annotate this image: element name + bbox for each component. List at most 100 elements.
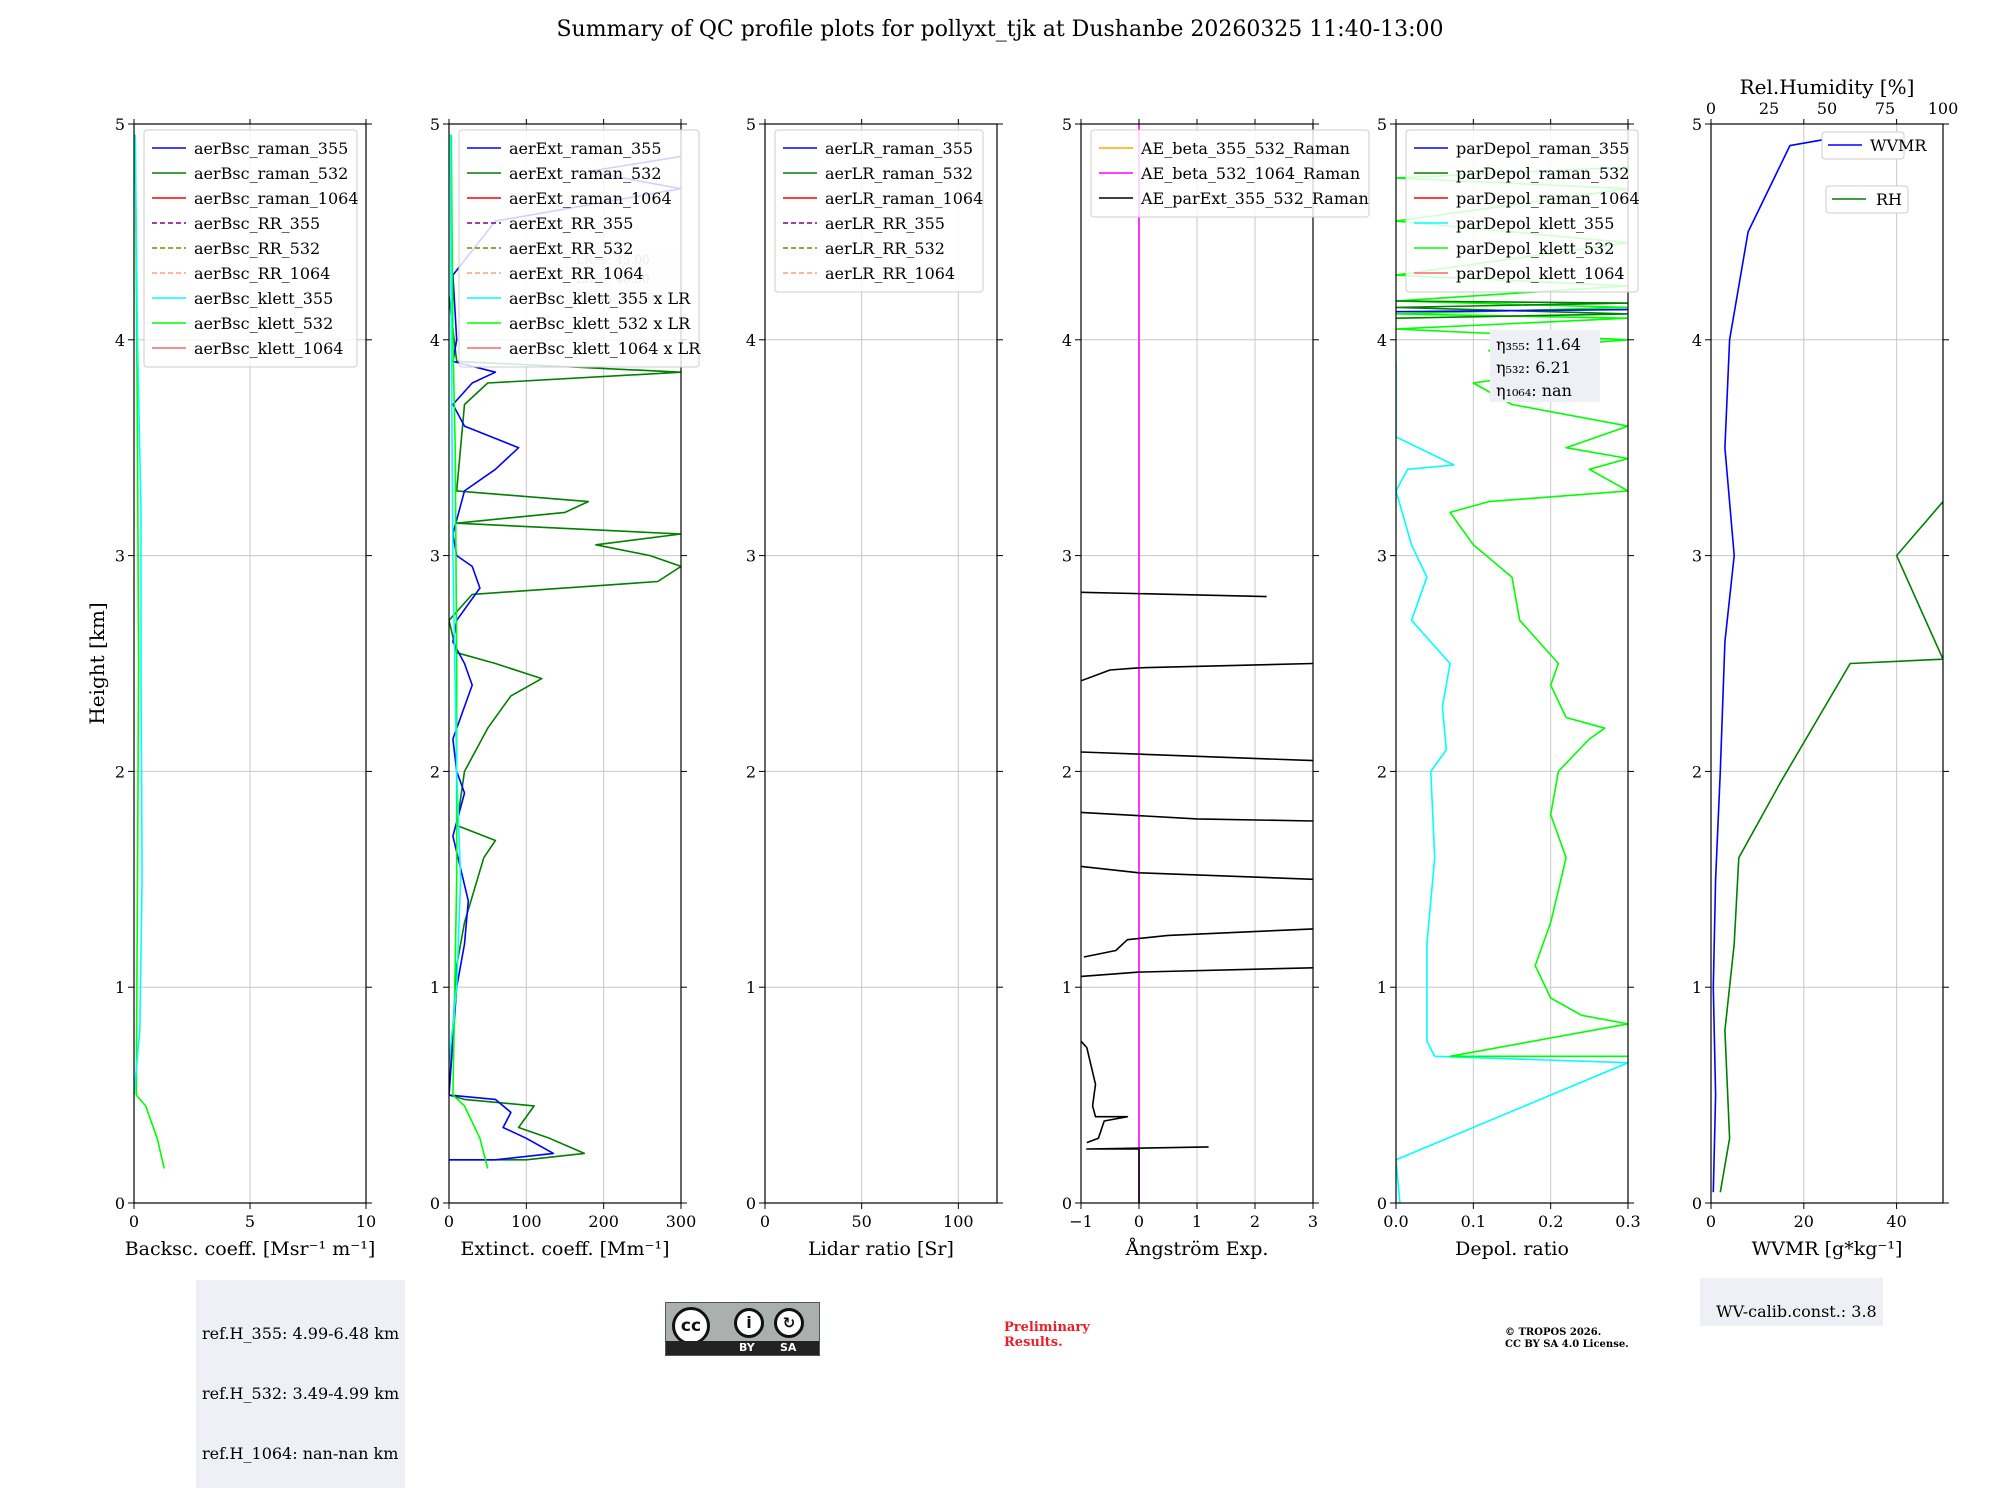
top-x-tick-label: 25 bbox=[1759, 99, 1779, 118]
preliminary-line-1: Preliminary bbox=[1004, 1320, 1090, 1335]
x-tick-label: 0 bbox=[129, 1212, 139, 1231]
ref-height-532: ref.H_532: 3.49-4.99 km bbox=[202, 1384, 400, 1403]
x-tick-label: 0.2 bbox=[1538, 1212, 1563, 1231]
series-group bbox=[449, 134, 681, 1169]
cc-by-label: BY bbox=[739, 1341, 755, 1354]
legend-label: AE_beta_355_532_Raman bbox=[1140, 139, 1350, 158]
x-axis-label: Backsc. coeff. [Msr⁻¹ m⁻¹] bbox=[125, 1238, 376, 1260]
ref-height-1064: ref.H_1064: nan-nan km bbox=[202, 1444, 399, 1463]
y-axis-label: Height [km] bbox=[85, 602, 109, 724]
legend-box bbox=[1405, 129, 1639, 293]
series-group bbox=[1396, 166, 1628, 1203]
legend-label: parDepol_klett_532 bbox=[1456, 239, 1614, 258]
x-tick-label: 40 bbox=[1886, 1212, 1906, 1231]
x-tick-label: 0 bbox=[444, 1212, 454, 1231]
legend-label: AE_beta_532_1064_Raman bbox=[1140, 164, 1360, 183]
legend-label: aerBsc_klett_1064 x LR bbox=[509, 339, 701, 358]
y-tick-label: 4 bbox=[115, 331, 125, 350]
y-tick-label: 5 bbox=[1692, 115, 1702, 134]
series-group bbox=[1712, 138, 1943, 1193]
legend-label: aerBsc_klett_355 x LR bbox=[509, 289, 691, 308]
top-x-axis-label: Rel.Humidity [%] bbox=[1740, 75, 1915, 99]
legend-label: aerExt_RR_355 bbox=[509, 214, 633, 233]
axes-frame bbox=[1080, 123, 1314, 1204]
y-tick-label: 3 bbox=[1062, 547, 1072, 566]
legend-label: aerBsc_RR_1064 bbox=[194, 264, 330, 283]
copyright-line-2: CC BY SA 4.0 License. bbox=[1505, 1339, 1629, 1350]
series-line-parDepol_klett_355 bbox=[1396, 361, 1628, 1203]
legend: AE_beta_355_532_Raman AE_beta_532_1064_Ra… bbox=[1090, 129, 1370, 218]
y-tick-label: 1 bbox=[430, 978, 440, 997]
legend: WVMR RH bbox=[1821, 131, 1927, 214]
legend-label: RH bbox=[1876, 190, 1902, 209]
top-x-tick-label: 50 bbox=[1817, 99, 1837, 118]
y-tick-label: 0 bbox=[115, 1194, 125, 1213]
y-tick-label: 0 bbox=[746, 1194, 756, 1213]
y-tick-label: 3 bbox=[430, 547, 440, 566]
series-line-aerBsc_klett_355 x LR bbox=[449, 134, 462, 1063]
cc-sa-label: SA bbox=[780, 1341, 797, 1354]
legend-label: aerBsc_raman_1064 bbox=[194, 189, 359, 208]
y-tick-label: 1 bbox=[746, 978, 756, 997]
cc-license-badge: cc i ↻ BY SA bbox=[665, 1302, 820, 1356]
top-x-tick-label: 75 bbox=[1875, 99, 1895, 118]
x-tick-label: 0 bbox=[760, 1212, 770, 1231]
axes-frame bbox=[448, 123, 682, 1204]
x-tick-label: 3 bbox=[1308, 1212, 1318, 1231]
y-tick-label: 4 bbox=[746, 331, 756, 350]
y-tick-label: 3 bbox=[1377, 547, 1387, 566]
y-tick-label: 3 bbox=[115, 547, 125, 566]
legend: aerExt_raman_355 aerExt_raman_532 aerExt_r… bbox=[458, 129, 701, 368]
figure: Summary of QC profile plots for pollyxt_… bbox=[85, 17, 1958, 1260]
x-tick-label: 100 bbox=[511, 1212, 542, 1231]
x-tick-label: 300 bbox=[666, 1212, 697, 1231]
legend-label: aerExt_raman_355 bbox=[509, 139, 662, 158]
x-tick-label: 100 bbox=[943, 1212, 974, 1231]
legend-label: aerExt_RR_532 bbox=[509, 239, 633, 258]
panel-bsc: 0 5 10 0 1 2 3 4 5 Backsc. coeff. [Msr⁻¹ m⁻¹] Heig… bbox=[85, 115, 376, 1260]
legend-label: aerLR_raman_532 bbox=[825, 164, 973, 183]
series-line-AE_parExt_355_532_Raman bbox=[1081, 591, 1267, 598]
legend-label: aerBsc_klett_1064 bbox=[194, 339, 343, 358]
legend-label: WVMR bbox=[1870, 136, 1927, 155]
series-line-AE_parExt_355_532_Raman bbox=[1081, 811, 1313, 822]
legend-label: aerExt_RR_1064 bbox=[509, 264, 644, 283]
x-tick-label: 1 bbox=[1192, 1212, 1202, 1231]
series-line-RH bbox=[1719, 500, 1943, 1193]
series-line-aerBsc_klett_532 x LR bbox=[450, 134, 489, 1169]
legend-label: aerLR_raman_355 bbox=[825, 139, 973, 158]
y-tick-label: 1 bbox=[1377, 978, 1387, 997]
cc-logo-icon: cc bbox=[672, 1307, 710, 1345]
legend-label: aerLR_RR_1064 bbox=[825, 264, 955, 283]
legend-label: aerLR_RR_532 bbox=[825, 239, 945, 258]
y-tick-label: 2 bbox=[746, 762, 756, 781]
y-tick-label: 4 bbox=[1062, 331, 1072, 350]
y-tick-label: 1 bbox=[115, 978, 125, 997]
legend-label: aerExt_raman_532 bbox=[509, 164, 662, 183]
y-tick-label: 2 bbox=[1377, 762, 1387, 781]
panel-lr: 0 50 100 0 1 2 3 4 5 Lidar ratio [Sr] aerLR_raman_… bbox=[746, 115, 1003, 1260]
y-tick-label: 3 bbox=[1692, 547, 1702, 566]
x-tick-label: 2 bbox=[1250, 1212, 1260, 1231]
legend: parDepol_raman_355 parDepol_raman_532 parD… bbox=[1405, 129, 1640, 293]
x-axis-label: WVMR [g*kg⁻¹] bbox=[1752, 1238, 1903, 1260]
x-tick-label: 50 bbox=[851, 1212, 871, 1231]
y-tick-label: 5 bbox=[1377, 115, 1387, 134]
legend-label: parDepol_raman_1064 bbox=[1456, 189, 1640, 208]
wv-calibration-box: WV-calib.const.: 3.8 bbox=[1700, 1278, 1883, 1326]
x-axis-label: Depol. ratio bbox=[1455, 1238, 1569, 1260]
y-tick-label: 0 bbox=[430, 1194, 440, 1213]
x-tick-label: 0.1 bbox=[1461, 1212, 1486, 1231]
legend-box bbox=[143, 129, 358, 368]
series-line-AE_parExt_355_532_Raman bbox=[1081, 1040, 1129, 1144]
legend-label: aerExt_raman_1064 bbox=[509, 189, 672, 208]
legend-label: parDepol_klett_355 bbox=[1456, 214, 1614, 233]
y-tick-label: 1 bbox=[1062, 978, 1072, 997]
legend-box bbox=[774, 129, 984, 293]
axes-frame bbox=[1395, 123, 1629, 1204]
series-line-parDepol_raman_355 bbox=[1396, 308, 1628, 313]
panel-depol: 0.0 0.1 0.2 0.3 0 1 2 3 4 5 Depol. ratio η₃₅₅: 11.6… bbox=[1377, 115, 1641, 1260]
wv-calibration-constant: WV-calib.const.: 3.8 bbox=[1716, 1302, 1877, 1321]
